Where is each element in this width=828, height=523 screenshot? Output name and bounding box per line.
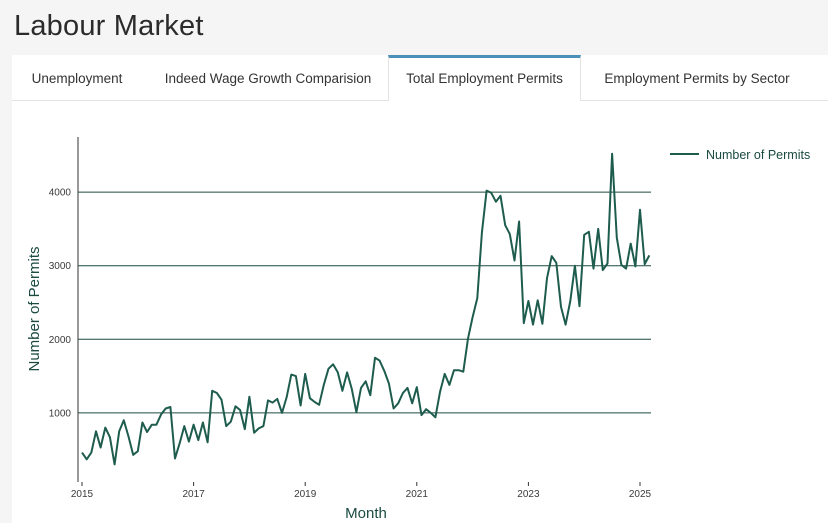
y-tick-label: 4000 xyxy=(49,188,72,199)
y-axis-title: Number of Permits xyxy=(26,246,43,371)
x-tick-label: 2019 xyxy=(294,489,317,500)
y-ticks: 1000 2000 3000 4000 xyxy=(49,188,72,420)
x-tick-label: 2021 xyxy=(406,489,429,500)
tab-total-employment-permits[interactable]: Total Employment Permits xyxy=(388,55,581,101)
series-line-number-of-permits xyxy=(81,152,651,466)
x-tick-label: 2015 xyxy=(71,489,94,500)
x-tick-label: 2023 xyxy=(517,489,540,500)
legend-label: Number of Permits xyxy=(706,148,810,162)
tab-panel: Unemployment Indeed Wage Growth Comparis… xyxy=(12,55,828,523)
x-axis-title: Month xyxy=(345,505,387,522)
x-tick-label: 2017 xyxy=(182,489,205,500)
tab-employment-permits-by-sector[interactable]: Employment Permits by Sector xyxy=(604,71,790,86)
gridlines xyxy=(78,191,651,414)
y-tick-label: 2000 xyxy=(49,335,72,346)
x-ticks: 2015 2017 2019 2021 2023 2025 xyxy=(71,482,652,500)
y-tick-label: 1000 xyxy=(49,408,72,419)
page-title: Labour Market xyxy=(14,10,204,42)
y-tick-label: 3000 xyxy=(49,261,72,272)
tab-bar: Unemployment Indeed Wage Growth Comparis… xyxy=(12,55,828,101)
tab-indeed-wage-growth[interactable]: Indeed Wage Growth Comparision xyxy=(164,71,372,86)
legend[interactable]: Number of Permits xyxy=(670,148,810,162)
tab-unemployment[interactable]: Unemployment xyxy=(31,71,123,86)
x-tick-label: 2025 xyxy=(629,489,652,500)
